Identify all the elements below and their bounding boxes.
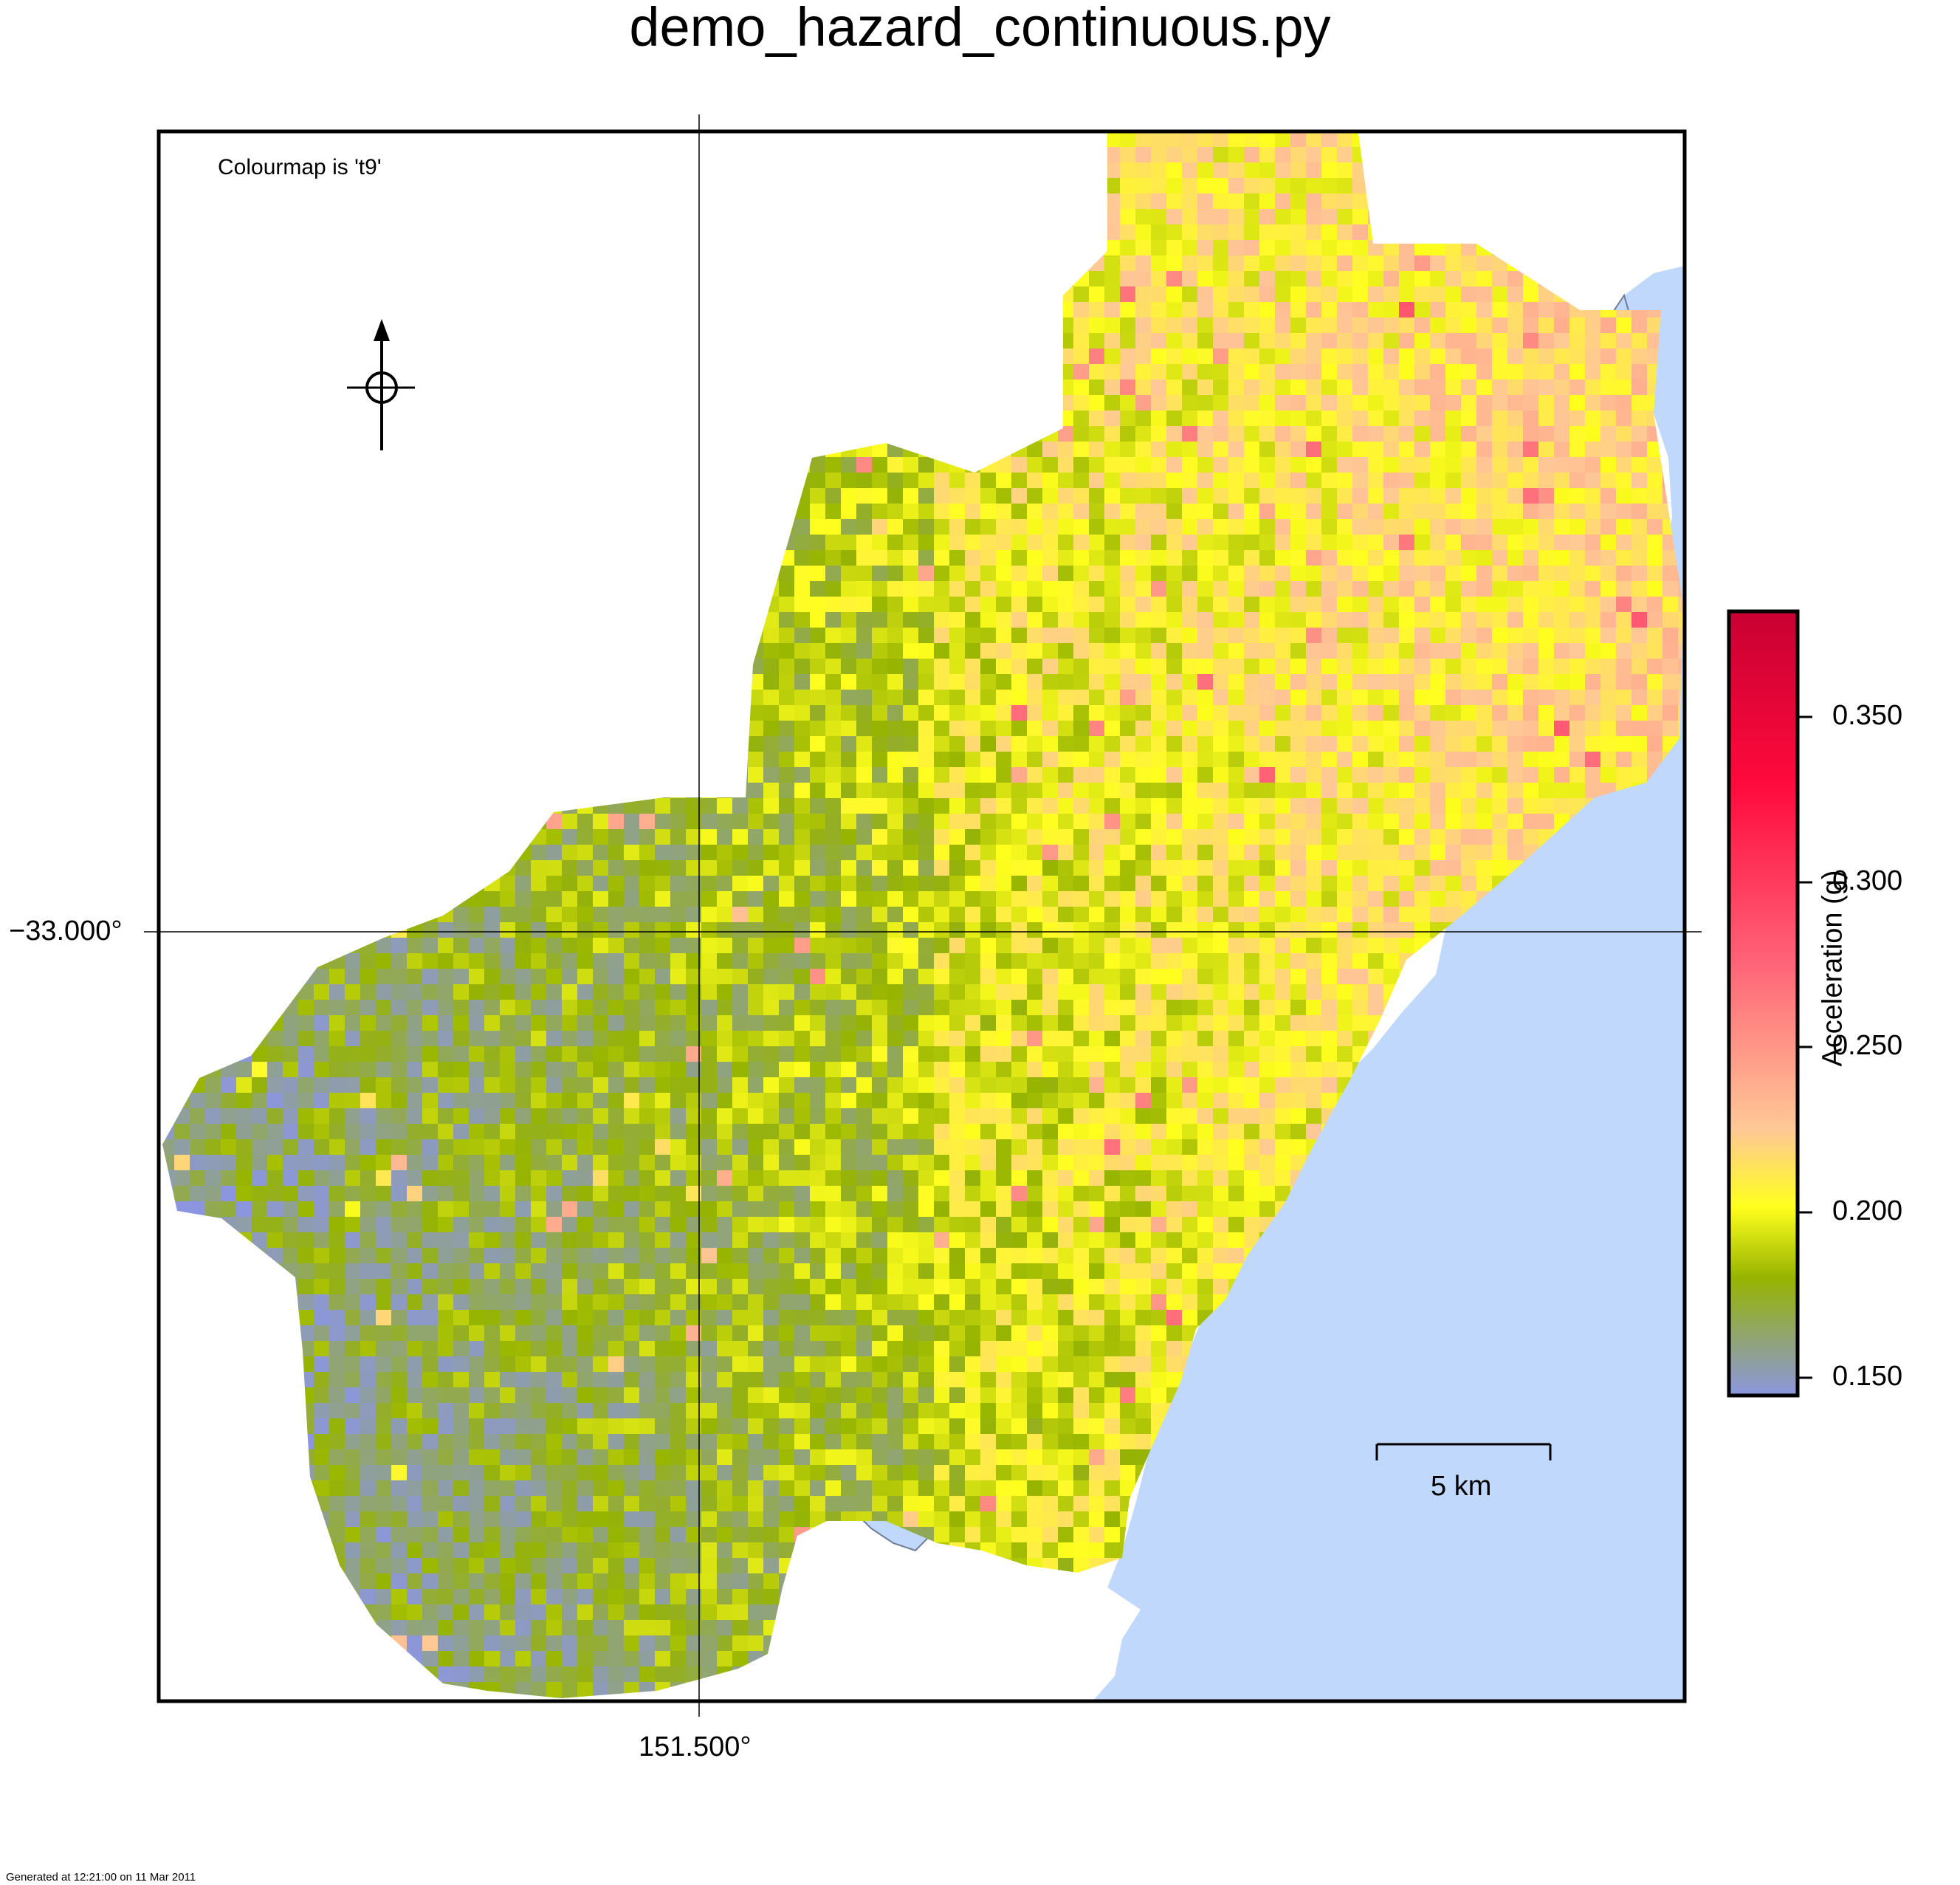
north-arrow-icon xyxy=(347,319,415,450)
footer-timestamp: Generated at 12:21:00 on 11 Mar 2011 xyxy=(6,1871,196,1884)
scalebar xyxy=(1375,1443,1552,1460)
longitude-label: 151.500° xyxy=(639,1731,752,1762)
sea xyxy=(1093,266,1685,1701)
colorbar-label: Acceleration (g) xyxy=(1817,870,1849,1067)
scalebar-label: 5 km xyxy=(1431,1471,1492,1502)
colourmap-note: Colourmap is 't9' xyxy=(218,155,382,179)
colorbar-tick-label: 0.200 xyxy=(1832,1195,1903,1226)
colorbar-tick-label: 0.350 xyxy=(1832,700,1903,731)
colorbar xyxy=(1727,609,1812,1398)
latitude-label: −33.000° xyxy=(9,916,123,947)
map-frame xyxy=(157,129,1687,1703)
colorbar-tick-label: 0.250 xyxy=(1832,1030,1903,1061)
colorbar-tick-label: 0.150 xyxy=(1832,1361,1903,1392)
colorbar-tick-label: 0.300 xyxy=(1832,865,1903,896)
page-title: demo_hazard_continuous.py xyxy=(629,0,1331,58)
